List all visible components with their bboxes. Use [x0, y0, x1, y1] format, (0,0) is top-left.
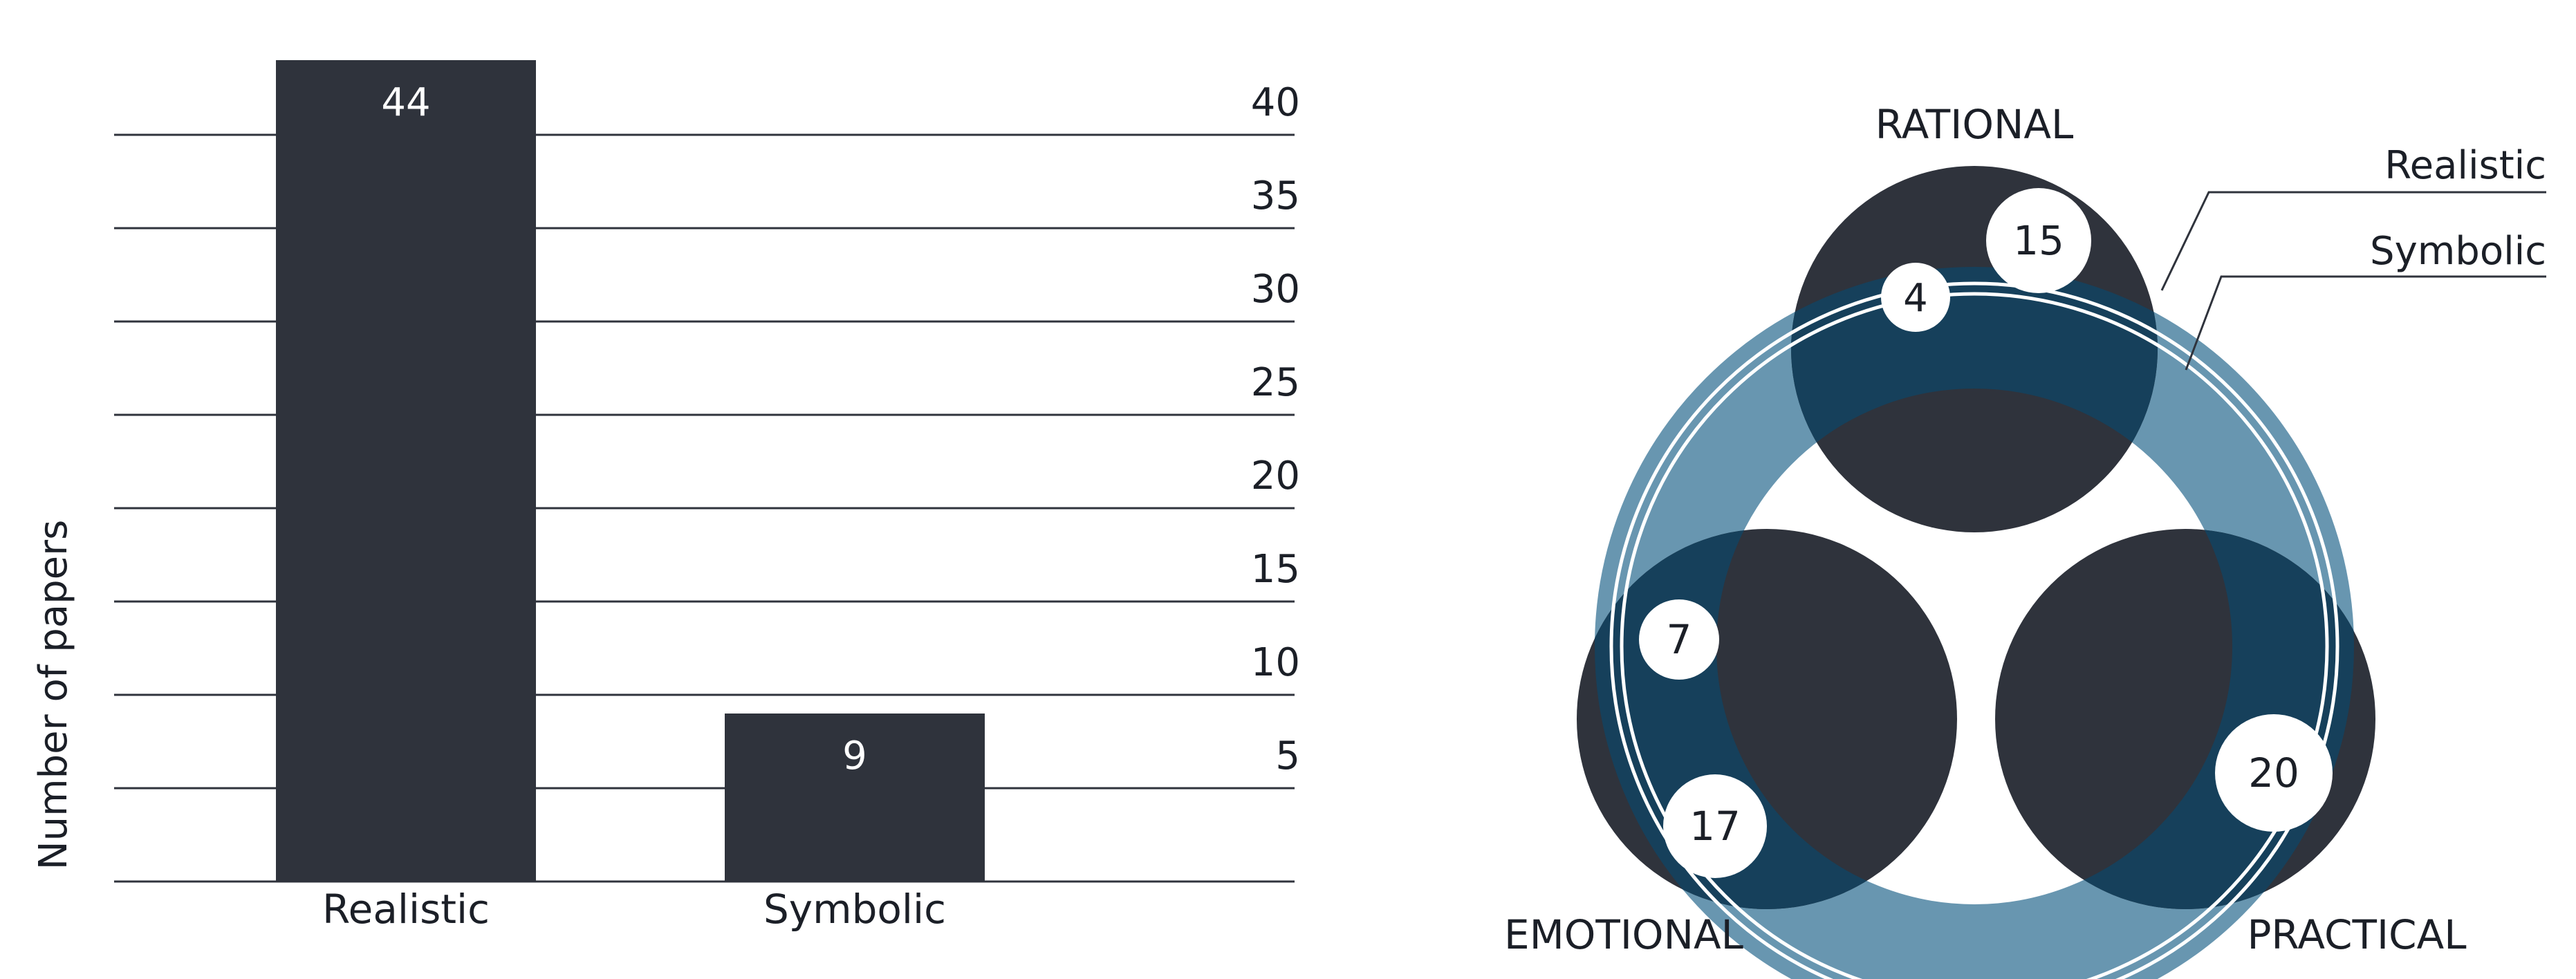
x-tick-label: Symbolic: [763, 886, 946, 933]
bar-value-labels: 44 9: [381, 80, 867, 778]
badge-realistic-rational: 15: [1986, 188, 2091, 293]
bar-symbolic: [725, 714, 985, 882]
y-axis-label: Number of papers: [31, 520, 76, 870]
legend-symbolic: Symbolic: [2370, 229, 2546, 274]
symbolic-leader-line: [2185, 275, 2546, 371]
y-tick-label: 30: [1251, 267, 1300, 312]
badge-symbolic-emotional: 7: [1639, 599, 1719, 680]
svg-text:7: 7: [1667, 616, 1692, 663]
bar-value-label: 44: [381, 80, 430, 125]
y-tick-labels: 5 10 15 20 25 30 35 40: [1251, 80, 1300, 778]
bar-value-label: 9: [842, 734, 867, 778]
y-tick-label: 10: [1251, 640, 1300, 685]
label-rational: RATIONAL: [1875, 101, 2074, 148]
svg-text:15: 15: [2013, 217, 2064, 264]
label-practical: PRACTICAL: [2247, 911, 2466, 958]
badge-realistic-practical: 20: [2215, 714, 2333, 832]
realistic-track: [1609, 281, 2339, 979]
y-tick-label: 25: [1251, 360, 1300, 405]
label-emotional: EMOTIONAL: [1504, 911, 1743, 958]
x-tick-labels: Realistic Symbolic: [322, 886, 946, 933]
legend-realistic: Realistic: [2384, 143, 2546, 188]
bar-realistic: [276, 60, 536, 882]
ring-diagram: Realistic Symbolic RATIONAL EMOTIONAL PR…: [1504, 101, 2546, 979]
y-tick-label: 35: [1251, 174, 1300, 218]
y-tick-label: 5: [1275, 734, 1300, 778]
symbolic-track: [1620, 292, 2329, 979]
realistic-leader-line: [2160, 191, 2546, 291]
y-tick-label: 20: [1251, 454, 1300, 498]
badge-realistic-emotional: 17: [1663, 774, 1767, 878]
x-tick-label: Realistic: [322, 886, 490, 933]
bar-chart: 44 9 5 10 15 20 25 30 35 40 Realistic Symbolic Nu…: [31, 60, 1300, 933]
y-tick-label: 15: [1251, 547, 1300, 592]
svg-text:17: 17: [1689, 803, 1741, 850]
y-tick-label: 40: [1251, 80, 1300, 125]
badge-symbolic-rational: 4: [1881, 263, 1950, 332]
svg-text:4: 4: [1903, 276, 1928, 321]
bars: [276, 60, 985, 882]
svg-text:20: 20: [2248, 749, 2299, 796]
